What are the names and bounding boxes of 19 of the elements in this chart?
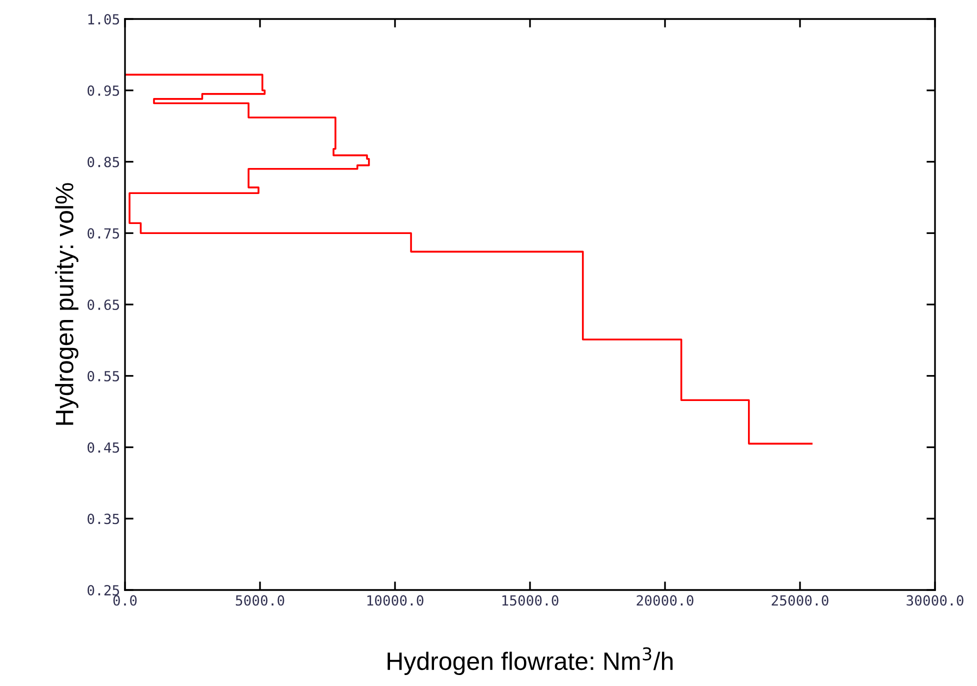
x-tick-label: 20000.0 bbox=[636, 595, 694, 606]
y-tick-label: 0.55 bbox=[88, 370, 120, 382]
y-tick-label: 0.35 bbox=[88, 514, 120, 524]
y-tick-label: 0.95 bbox=[88, 85, 120, 96]
x-tick-label: 5000.0 bbox=[236, 595, 284, 606]
line-series bbox=[125, 74, 813, 445]
x-axis-title: Hydrogen flowrate: Nm$^{3}$/h bbox=[388, 647, 673, 676]
y-tick-label: 0.75 bbox=[88, 228, 120, 239]
x-tick-label: 10000.0 bbox=[367, 595, 424, 606]
y-tick-label: 1.05 bbox=[88, 14, 120, 25]
y-tick-label: 0.25 bbox=[88, 585, 120, 596]
y-tick-label: 0.85 bbox=[88, 156, 120, 168]
x-tick-label: 30000.0 bbox=[906, 595, 964, 606]
y-axis-title: Hydrogen purity: vol% bbox=[55, 183, 78, 425]
x-tick-label: 15000.0 bbox=[502, 595, 558, 606]
x-tick-label: 25000.0 bbox=[772, 595, 828, 606]
y-tick-label: 0.65 bbox=[88, 300, 120, 310]
x-tick-label: 0.0 bbox=[113, 595, 137, 606]
y-tick-label: 0.45 bbox=[88, 442, 120, 453]
